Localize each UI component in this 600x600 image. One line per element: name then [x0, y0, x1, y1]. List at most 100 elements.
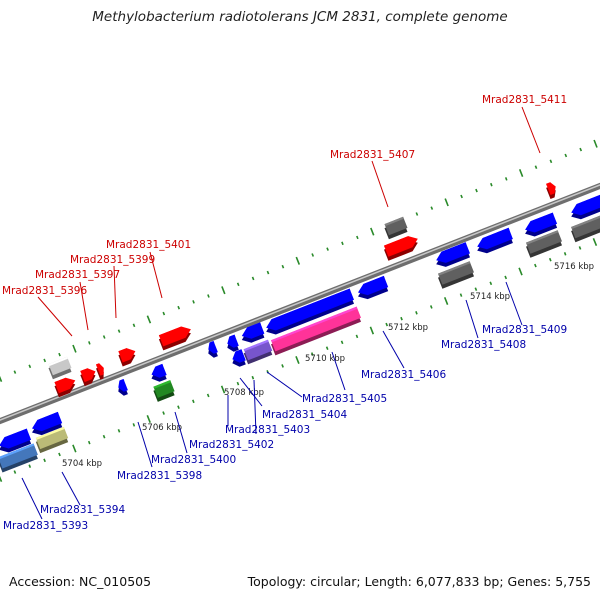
gene-5393-face — [0, 443, 38, 469]
gene-label-5393: Mrad2831_5393 — [3, 520, 88, 532]
upper-guide-tick — [162, 311, 166, 316]
lower-guide-tick — [474, 287, 478, 291]
label-leader-lines — [21, 106, 541, 520]
gene-5403-highlight — [229, 334, 236, 339]
upper-guide-tick — [370, 227, 375, 236]
gene-5404b-highlight — [243, 339, 269, 352]
gene-5395-highlight — [48, 356, 68, 367]
upper-guide-tick — [593, 139, 598, 148]
lower-guide-tick — [132, 423, 136, 427]
gene-5394b-face — [32, 411, 63, 432]
upper-guide-tick — [266, 270, 270, 275]
gene-5407-highlight — [384, 236, 409, 248]
tick-label-5716: 5716 kbp — [554, 262, 594, 272]
gene-5409-face — [477, 227, 513, 250]
lower-guide-tick — [87, 440, 91, 445]
lower-guide-tick — [548, 257, 552, 262]
lower-guide-tick — [295, 356, 300, 364]
gene-5403 — [227, 334, 239, 352]
lower-guide-tick — [162, 411, 165, 415]
tick-label-5706: 5706 kbp — [142, 423, 182, 433]
lower-guide-tick — [415, 311, 418, 315]
gene-label-5401: Mrad2831_5401 — [106, 239, 191, 251]
gene-5404b-face — [243, 339, 273, 361]
gene-5405b-face — [271, 306, 361, 352]
lower-guide-tick — [72, 444, 77, 453]
upper-guide-tick — [430, 206, 434, 210]
tick-label-5710: 5710 kbp — [305, 354, 345, 364]
upper-guide-tick — [311, 253, 315, 257]
gene-5394b-highlight — [37, 411, 59, 422]
gene-5410-highlight — [530, 212, 554, 224]
gene-5399-highlight — [118, 348, 128, 354]
gene-5410b-face — [526, 230, 562, 254]
upper-guide-tick — [236, 282, 240, 287]
upper-guide-tick — [341, 241, 344, 246]
gene-label-5407: Mrad2831_5407 — [330, 149, 415, 161]
gene-5410b — [526, 230, 562, 258]
gene-5406 — [358, 275, 389, 300]
gene-5400 — [151, 363, 167, 382]
gene-5408b-highlight — [438, 261, 471, 276]
gene-5412b-face — [571, 215, 600, 239]
gene-label-5403: Mrad2831_5403 — [225, 424, 310, 436]
gene-5412-highlight — [576, 194, 600, 207]
gene-5400b — [153, 380, 175, 402]
gene-5400-face — [151, 363, 167, 378]
upper-guide-tick — [564, 153, 568, 158]
lower-guide-tick — [518, 267, 523, 276]
tick-label-5708: 5708 kbp — [224, 388, 264, 398]
upper-guide-tick — [251, 276, 255, 281]
lower-guide-tick — [192, 399, 195, 404]
gene-5408-highlight — [441, 242, 467, 254]
lower-guide-tick — [28, 464, 32, 468]
upper-guide-tick — [444, 198, 449, 207]
tick-label-5712: 5712 kbp — [388, 323, 428, 333]
gene-5397 — [80, 368, 96, 387]
upper-guide-tick — [192, 300, 195, 304]
accession-text: Accession: NC_010505 — [9, 574, 152, 589]
gene-5404-highlight — [247, 322, 261, 330]
gene-5412 — [571, 194, 600, 220]
upper-guide-tick — [295, 256, 301, 265]
gene-5393 — [0, 443, 38, 473]
lower-guide-tick — [13, 470, 17, 474]
gene-5398f — [96, 363, 104, 380]
gene-5405-face — [266, 288, 354, 331]
lower-guide-tick — [459, 293, 463, 297]
gene-5401 — [158, 326, 191, 351]
gene-5405b — [271, 306, 361, 356]
upper-guide-tick — [0, 375, 3, 383]
gene-5406-highlight — [363, 275, 385, 286]
gene-5403b — [232, 349, 246, 367]
gene-5403b-highlight — [235, 349, 243, 354]
upper-guide-tick — [102, 335, 106, 339]
lower-guide-tick — [400, 316, 403, 321]
gene-5408b — [438, 261, 474, 289]
lower-guide-tick — [236, 381, 240, 386]
upper-guide-tick — [579, 147, 583, 152]
lower-guide-tick — [310, 352, 314, 356]
upper-guide-tick — [13, 370, 17, 374]
lower-guide-tick — [177, 405, 180, 409]
gene-label-5402: Mrad2831_5402 — [189, 439, 274, 451]
gene-5406a — [384, 216, 408, 240]
lower-guide-tick — [385, 322, 389, 327]
gene-label-5404: Mrad2831_5404 — [262, 409, 347, 421]
gene-label-5398: Mrad2831_5398 — [117, 470, 202, 482]
gene-label-5408: Mrad2831_5408 — [441, 339, 526, 351]
upper-guide-tick — [43, 358, 47, 363]
upper-guide-tick — [72, 344, 77, 353]
gene-label-5411: Mrad2831_5411 — [482, 94, 567, 106]
upper-guide-tick — [490, 182, 493, 187]
upper-guide-tick — [415, 212, 419, 216]
upper-guide-tick — [281, 264, 285, 269]
upper-guide-tick — [146, 315, 152, 324]
gene-5400b-face — [153, 380, 175, 398]
upper-guide-tick — [132, 323, 136, 328]
gene-5404b — [243, 339, 273, 365]
upper-guide-tick — [221, 286, 226, 295]
lower-guide-tick — [146, 415, 151, 423]
gene-label-5399: Mrad2831_5399 — [70, 254, 155, 266]
